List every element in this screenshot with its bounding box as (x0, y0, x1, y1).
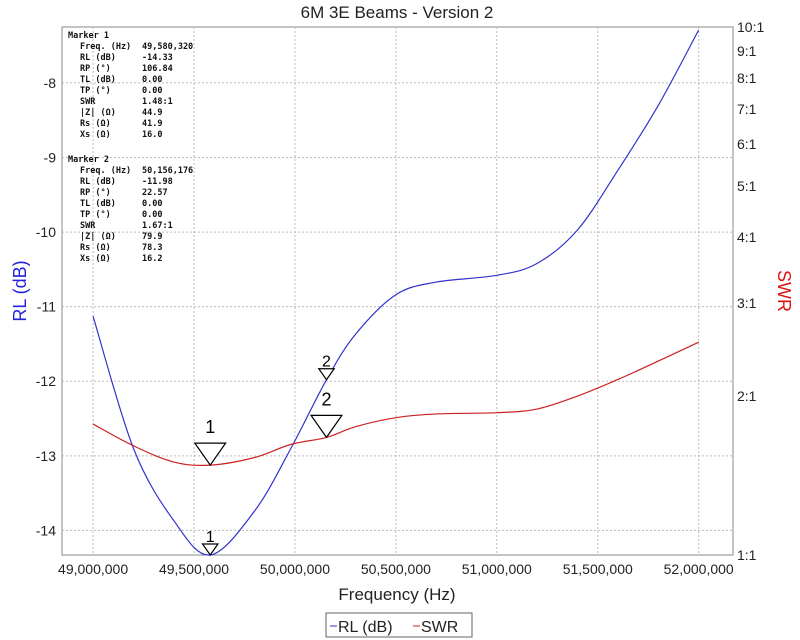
marker-field-label: Freq. (Hz) (80, 166, 131, 176)
marker-field-label: TL (dB) (80, 199, 116, 209)
chart-title: 6M 3E Beams - Version 2 (301, 3, 494, 22)
y-right-tick-label: 3:1 (737, 295, 757, 311)
marker-field-label: Xs (Ω) (80, 254, 111, 264)
marker-field-value: 0.00 (142, 75, 162, 85)
marker-field-label: Rs (Ω) (80, 119, 111, 129)
marker-panel-title: Marker 2 (68, 155, 109, 165)
x-tick-label: 51,500,000 (563, 561, 633, 577)
marker-field-value: 44.9 (142, 108, 162, 118)
y-right-tick-label: 2:1 (737, 388, 757, 404)
marker-triangle (201, 543, 220, 557)
marker-field-value: 41.9 (142, 119, 162, 129)
marker-field-label: SWR (80, 221, 96, 231)
marker-field-label: |Z| (Ω) (80, 108, 116, 118)
marker-field-value: 16.2 (142, 254, 162, 264)
y-right-tick-label: 1:1 (737, 547, 757, 563)
marker-field-value: 0.00 (142, 199, 162, 209)
marker-field-label: RP (°) (80, 188, 111, 198)
x-tick-label: 50,500,000 (361, 561, 431, 577)
marker-label: 2 (322, 354, 331, 371)
plot-area (61, 26, 734, 556)
marker-field-value: 16.0 (142, 130, 162, 140)
marker-field-value: 78.3 (142, 243, 162, 253)
legend-swr: SWR (421, 619, 458, 636)
marker-field-value: 49,580,320 (142, 42, 193, 52)
marker-field-label: TL (dB) (80, 75, 116, 85)
marker-field-label: TP (°) (80, 210, 111, 220)
marker-field-value: -11.98 (142, 177, 173, 187)
marker-field-value: 0.00 (142, 86, 162, 96)
marker-field-label: Rs (Ω) (80, 243, 111, 253)
y-left-tick-label: -11 (37, 299, 56, 315)
marker-field-value: 0.00 (142, 210, 162, 220)
marker-panel-title: Marker 1 (68, 31, 109, 41)
legend: RL (dB) SWR (325, 612, 473, 638)
series-line-swr (92, 341, 699, 466)
y-left-tick-label: -8 (44, 75, 57, 91)
y-left-tick-label: -9 (44, 150, 57, 166)
marker-field-label: |Z| (Ω) (80, 232, 116, 242)
x-tick-label: 52,000,000 (664, 561, 734, 577)
marker-label: 1 (205, 417, 215, 437)
x-tick-label: 49,500,000 (159, 561, 229, 577)
x-axis-label: Frequency (Hz) (338, 585, 455, 604)
y-right-tick-label: 10:1 (737, 19, 764, 35)
y-right-tick-label: 5:1 (737, 178, 757, 194)
x-tick-label: 49,000,000 (58, 561, 128, 577)
marker-field-value: 79.9 (142, 232, 162, 242)
marker-triangle (309, 414, 344, 439)
marker-field-value: 106.84 (142, 64, 173, 74)
y-left-tick-label: -12 (36, 373, 56, 389)
x-tick-label: 50,000,000 (260, 561, 330, 577)
marker-field-label: Freq. (Hz) (80, 42, 131, 52)
marker-triangle (193, 442, 227, 467)
marker-field-label: Xs (Ω) (80, 130, 111, 140)
series-line-rl (92, 29, 700, 556)
marker-field-value: 1.48:1 (142, 97, 173, 107)
legend-rl: RL (dB) (338, 619, 393, 636)
marker-field-label: RL (dB) (80, 177, 116, 187)
y-left-tick-label: -14 (36, 522, 56, 538)
y-left-axis-label: RL (dB) (10, 260, 30, 321)
marker-label: 1 (206, 529, 215, 546)
marker-field-value: 22.57 (142, 188, 168, 198)
marker-field-label: RL (dB) (80, 53, 116, 63)
y-left-tick-label: -10 (36, 224, 56, 240)
marker-field-label: TP (°) (80, 86, 111, 96)
y-right-tick-label: 7:1 (737, 101, 757, 117)
marker-label: 2 (321, 389, 331, 409)
marker-field-value: 50,156,176 (142, 166, 193, 176)
marker-field-label: RP (°) (80, 64, 111, 74)
y-right-tick-label: 9:1 (737, 43, 757, 59)
marker-field-label: SWR (80, 97, 96, 107)
marker-field-value: -14.33 (142, 53, 173, 63)
marker-triangle (317, 368, 336, 381)
y-right-tick-label: 4:1 (737, 229, 757, 245)
y-right-axis-label: SWR (774, 270, 794, 312)
x-tick-label: 51,000,000 (462, 561, 532, 577)
y-right-tick-label: 8:1 (737, 70, 757, 86)
marker-field-value: 1.67:1 (142, 221, 173, 231)
y-left-tick-label: -13 (36, 448, 56, 464)
y-right-tick-label: 6:1 (737, 136, 757, 152)
